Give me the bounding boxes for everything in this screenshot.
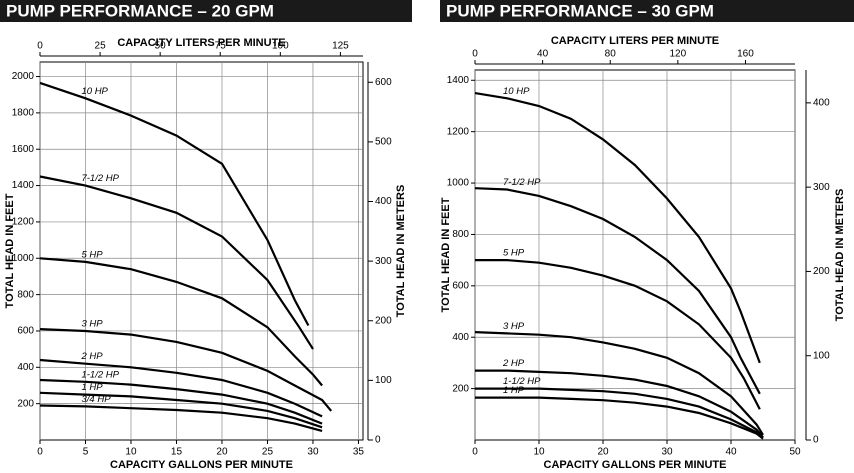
y-tick-label: 600 <box>17 326 34 337</box>
title-banner <box>440 0 854 22</box>
pump-curve <box>39 404 323 432</box>
y-tick-label: 800 <box>17 289 34 300</box>
pump-curve <box>39 358 323 418</box>
series-label: 10 HP <box>81 86 108 97</box>
y-tick-label: 400 <box>17 362 34 373</box>
chart-title: PUMP PERFORMANCE – 20 GPM <box>6 1 274 20</box>
x-tick-label: 0 <box>472 447 478 458</box>
x-tick-label: 15 <box>171 447 183 458</box>
x2-tick-label: 75 <box>215 41 227 52</box>
y2-tick-label: 100 <box>813 350 830 361</box>
y2-axis-title: TOTAL HEAD IN METERS <box>395 185 407 318</box>
x2-tick-label: 40 <box>537 49 549 60</box>
x-axis-title: CAPACITY GALLONS PER MINUTE <box>544 459 727 471</box>
series-label: 1-1/2 HP <box>81 369 119 380</box>
y2-axis-title: TOTAL HEAD IN METERS <box>834 189 846 322</box>
y-tick-label: 1000 <box>447 178 470 189</box>
y-tick-label: 200 <box>17 398 34 409</box>
pump-curve <box>475 259 761 410</box>
series-label: 1 HP <box>503 385 525 396</box>
x-tick-label: 40 <box>725 447 737 458</box>
y2-tick-label: 0 <box>375 435 381 446</box>
y2-tick-label: 200 <box>375 315 392 326</box>
pump-curve <box>475 387 764 439</box>
x-tick-label: 10 <box>125 447 137 458</box>
pump-curve <box>474 92 761 364</box>
x-tick-label: 50 <box>789 447 801 458</box>
series-label: 7-1/2 HP <box>503 177 541 188</box>
x2-tick-label: 0 <box>472 49 478 60</box>
y2-tick-label: 500 <box>375 137 392 148</box>
y-tick-label: 1200 <box>447 126 470 137</box>
y-tick-label: 400 <box>452 332 469 343</box>
y2-tick-label: 300 <box>375 256 392 267</box>
series-label: 2 HP <box>502 358 525 369</box>
y2-tick-label: 300 <box>813 182 830 193</box>
pump-curve <box>475 369 764 439</box>
y-tick-label: 800 <box>452 229 469 240</box>
series-label: 2 HP <box>80 351 103 362</box>
series-label: 1 HP <box>81 382 103 393</box>
y-axis-title: TOTAL HEAD IN FEET <box>4 193 16 308</box>
series-label: 5 HP <box>81 249 103 260</box>
title-banner <box>0 0 412 22</box>
series-label: 3/4 HP <box>81 394 111 405</box>
pump-curve <box>39 378 323 425</box>
series-label: 10 HP <box>503 86 530 97</box>
pump-curve <box>39 328 333 412</box>
y-tick-label: 1600 <box>12 144 35 155</box>
x-tick-label: 30 <box>661 447 673 458</box>
y-tick-label: 1000 <box>12 253 35 264</box>
series-label: 5 HP <box>503 248 525 259</box>
y-axis-title: TOTAL HEAD IN FEET <box>440 197 452 312</box>
x2-tick-label: 0 <box>37 41 43 52</box>
x2-axis-title: CAPACITY LITERS PER MINUTE <box>117 37 285 49</box>
x-tick-label: 30 <box>307 447 319 458</box>
pump-curve <box>474 331 764 436</box>
y-tick-label: 1200 <box>12 217 35 228</box>
y2-tick-label: 600 <box>375 77 392 88</box>
pump-curve <box>39 257 323 387</box>
y-tick-label: 200 <box>452 383 469 394</box>
x-tick-label: 20 <box>597 447 609 458</box>
pump-curve <box>39 175 314 350</box>
pump-curve <box>474 187 761 395</box>
x2-tick-label: 50 <box>155 41 167 52</box>
x2-tick-label: 100 <box>272 41 289 52</box>
series-label: 1-1/2 HP <box>503 376 541 387</box>
y2-tick-label: 400 <box>813 98 830 109</box>
y2-tick-label: 200 <box>813 266 830 277</box>
x2-tick-label: 120 <box>670 49 687 60</box>
pump-curve <box>39 81 310 327</box>
series-label: 7-1/2 HP <box>81 173 119 184</box>
x2-tick-label: 25 <box>95 41 107 52</box>
y-tick-label: 1400 <box>12 180 35 191</box>
x-tick-label: 25 <box>262 447 274 458</box>
x-tick-label: 35 <box>353 447 365 458</box>
y-tick-label: 1800 <box>12 108 35 119</box>
series-label: 3 HP <box>503 321 525 332</box>
y2-tick-label: 400 <box>375 196 392 207</box>
x2-tick-label: 80 <box>605 49 617 60</box>
x2-axis-title: CAPACITY LITERS PER MINUTE <box>551 35 719 47</box>
pump-curve <box>39 391 323 429</box>
y2-tick-label: 0 <box>813 435 819 446</box>
y2-tick-label: 100 <box>375 375 392 386</box>
x2-tick-label: 160 <box>737 49 754 60</box>
chart-title: PUMP PERFORMANCE – 30 GPM <box>446 1 714 20</box>
y-tick-label: 600 <box>452 280 469 291</box>
pump-curve <box>475 396 764 440</box>
x2-tick-label: 125 <box>332 41 349 52</box>
x-tick-label: 20 <box>216 447 228 458</box>
x-axis-title: CAPACITY GALLONS PER MINUTE <box>110 459 293 471</box>
x-tick-label: 10 <box>533 447 545 458</box>
y-tick-label: 1400 <box>447 75 470 86</box>
x-tick-label: 0 <box>37 447 43 458</box>
series-label: 3 HP <box>81 318 103 329</box>
y-tick-label: 2000 <box>12 71 35 82</box>
x-tick-label: 5 <box>83 447 89 458</box>
